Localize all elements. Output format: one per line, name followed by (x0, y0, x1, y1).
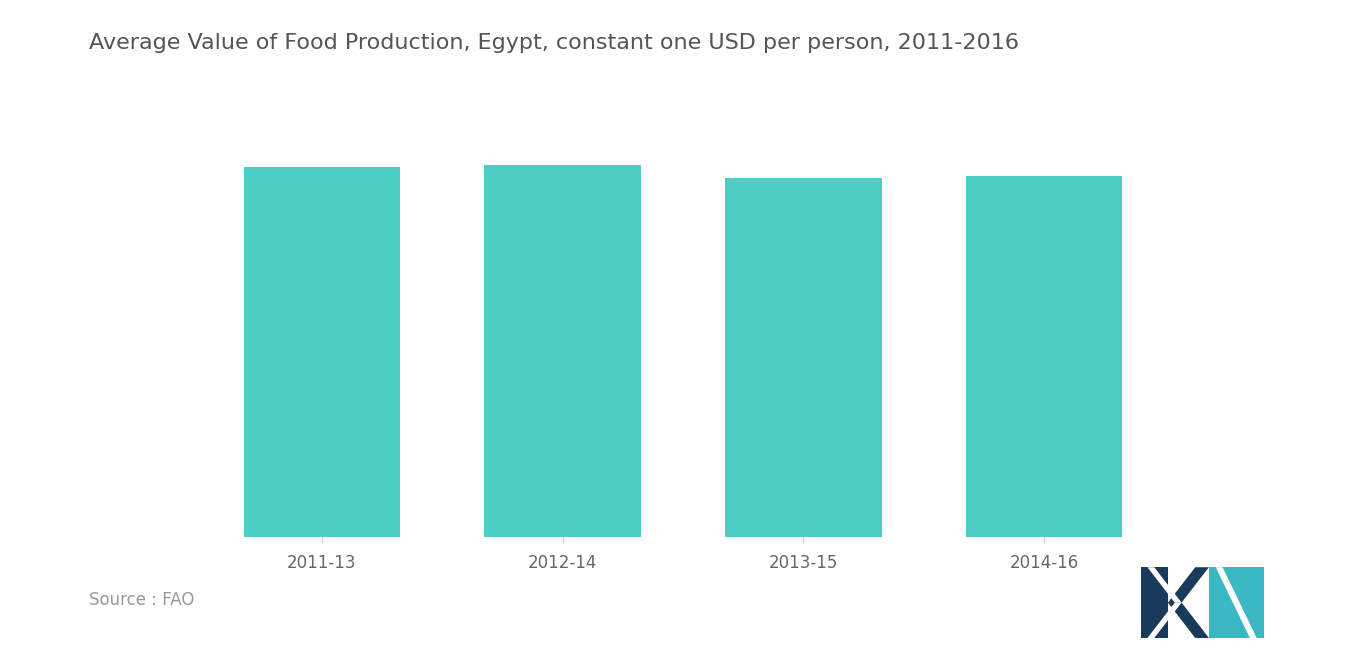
Polygon shape (1147, 603, 1182, 638)
Bar (966, 176, 1123, 537)
Polygon shape (1141, 567, 1168, 638)
Bar (485, 165, 641, 537)
Text: Source : FAO: Source : FAO (89, 591, 194, 609)
Polygon shape (1168, 567, 1209, 638)
Polygon shape (1236, 567, 1264, 638)
Polygon shape (1147, 567, 1182, 603)
Polygon shape (1209, 567, 1236, 638)
Text: Average Value of Food Production, Egypt, constant one USD per person, 2011-2016: Average Value of Food Production, Egypt,… (89, 33, 1019, 53)
Bar (725, 178, 881, 537)
Bar (243, 167, 400, 537)
Polygon shape (1216, 567, 1257, 638)
